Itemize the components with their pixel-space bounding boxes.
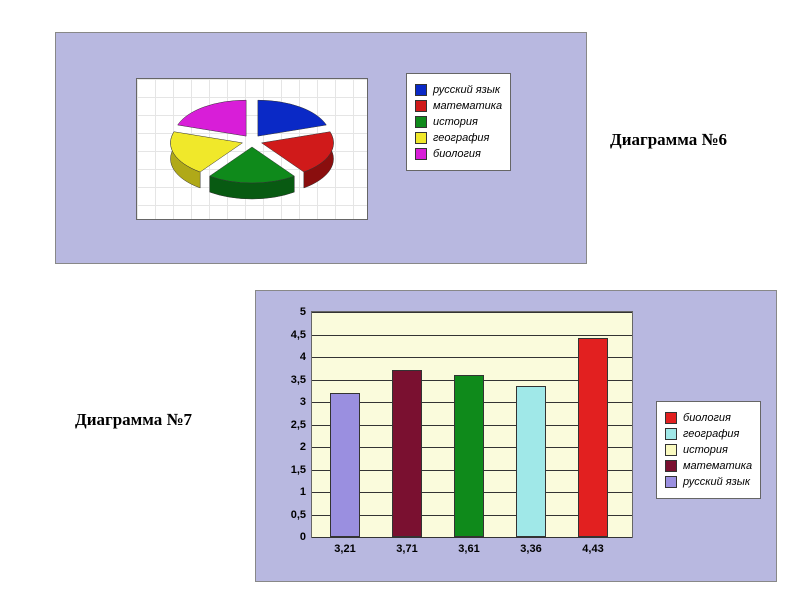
diagram7-panel: 0 0,5 1 1,5 2 2,5 3 3,5 4 4,5 5 3,21 3,71 3,61 3,36 4,4…	[255, 290, 777, 582]
legend-item: биология	[415, 148, 502, 160]
legend-label: биология	[683, 412, 731, 424]
diagram6-legend: русский язык математика история география би…	[406, 73, 511, 171]
legend-swatch	[415, 100, 427, 112]
legend-swatch	[665, 428, 677, 440]
pie-slice	[178, 100, 246, 136]
bar-chart-plot: 00,511,522,533,544,553,213,713,613,364,4…	[311, 311, 633, 538]
legend-label: биология	[433, 148, 481, 160]
legend-label: математика	[433, 100, 502, 112]
y-tick-label: 4,5	[291, 329, 306, 341]
bar	[454, 375, 484, 537]
y-tick-label: 4	[300, 351, 306, 363]
legend-item: география	[665, 428, 752, 440]
legend-swatch	[415, 148, 427, 160]
y-tick-label: 2,5	[291, 419, 306, 431]
gridline	[312, 335, 632, 336]
legend-swatch	[415, 84, 427, 96]
bar	[516, 386, 546, 537]
y-tick-label: 3,5	[291, 374, 306, 386]
diagram7-caption: Диаграмма №7	[75, 410, 192, 430]
y-tick-label: 1	[300, 486, 306, 498]
legend-swatch	[665, 412, 677, 424]
x-tick-label: 3,71	[396, 543, 417, 555]
legend-item: русский язык	[665, 476, 752, 488]
legend-item: история	[665, 444, 752, 456]
y-tick-label: 1,5	[291, 464, 306, 476]
legend-label: история	[433, 116, 478, 128]
legend-label: история	[683, 444, 728, 456]
legend-swatch	[415, 116, 427, 128]
gridline	[312, 537, 632, 538]
diagram6-panel: русский язык математика история география би…	[55, 32, 587, 264]
y-tick-label: 0,5	[291, 509, 306, 521]
legend-item: история	[415, 116, 502, 128]
x-tick-label: 4,43	[582, 543, 603, 555]
pie-slice	[258, 100, 326, 136]
y-tick-label: 3	[300, 396, 306, 408]
legend-item: география	[415, 132, 502, 144]
diagram6-caption: Диаграмма №6	[610, 130, 727, 150]
legend-label: география	[683, 428, 739, 440]
pie-svg	[137, 79, 367, 219]
y-tick-label: 2	[300, 441, 306, 453]
legend-label: математика	[683, 460, 752, 472]
y-tick-label: 0	[300, 531, 306, 543]
legend-swatch	[665, 476, 677, 488]
legend-label: география	[433, 132, 489, 144]
legend-label: русский язык	[683, 476, 750, 488]
bar	[578, 338, 608, 537]
diagram7-legend: биология география история математика русски…	[656, 401, 761, 499]
bar	[330, 393, 360, 537]
x-tick-label: 3,21	[334, 543, 355, 555]
legend-item: математика	[415, 100, 502, 112]
y-tick-label: 5	[300, 306, 306, 318]
legend-swatch	[665, 460, 677, 472]
legend-item: математика	[665, 460, 752, 472]
x-tick-label: 3,36	[520, 543, 541, 555]
legend-swatch	[415, 132, 427, 144]
x-tick-label: 3,61	[458, 543, 479, 555]
legend-label: русский язык	[433, 84, 500, 96]
legend-swatch	[665, 444, 677, 456]
bar	[392, 370, 422, 537]
legend-item: биология	[665, 412, 752, 424]
gridline	[312, 312, 632, 313]
pie-chart-area	[136, 78, 368, 220]
legend-item: русский язык	[415, 84, 502, 96]
